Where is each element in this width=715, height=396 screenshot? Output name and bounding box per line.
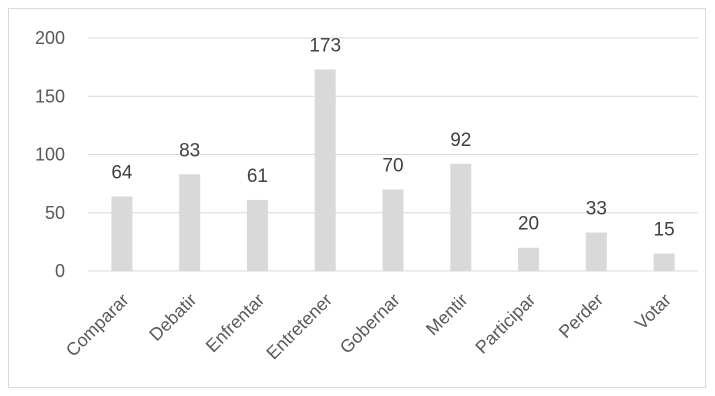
y-tick-label: 50 (45, 203, 65, 223)
y-axis-tick-labels: 0 50 100 150 200 (35, 28, 65, 281)
y-tick-label: 200 (35, 28, 65, 48)
bar (653, 253, 675, 271)
x-tick-label: Comparar (62, 290, 133, 361)
x-tick-label: Mentir (422, 290, 472, 340)
x-tick-label: Gobernar (336, 290, 404, 358)
x-tick-label: Entretener (262, 290, 336, 364)
bar (111, 196, 133, 271)
x-tick-label: Votar (631, 290, 675, 334)
data-label: 173 (309, 35, 341, 56)
x-tick-label: Perder (555, 290, 607, 342)
data-label: 15 (654, 220, 675, 241)
data-labels: 64 83 61 173 70 92 20 33 15 (111, 35, 674, 240)
y-tick-label: 100 (35, 145, 65, 165)
bar (179, 174, 201, 271)
bars (111, 69, 675, 271)
data-label: 33 (586, 199, 607, 220)
data-label: 20 (518, 214, 539, 235)
data-label: 61 (247, 166, 268, 187)
data-label: 70 (382, 155, 403, 176)
data-label: 83 (179, 140, 200, 161)
bar (314, 69, 336, 271)
bar (382, 189, 404, 271)
x-tick-label: Enfrentar (202, 290, 269, 357)
data-label: 64 (111, 162, 133, 183)
bar (450, 163, 472, 271)
bar (246, 199, 268, 271)
bar (518, 247, 540, 271)
data-label: 92 (450, 130, 471, 151)
y-tick-label: 150 (35, 86, 65, 106)
x-tick-label: Debatir (145, 290, 200, 345)
y-tick-label: 0 (55, 261, 65, 281)
bar (585, 232, 607, 271)
x-tick-label: Participar (471, 290, 539, 358)
